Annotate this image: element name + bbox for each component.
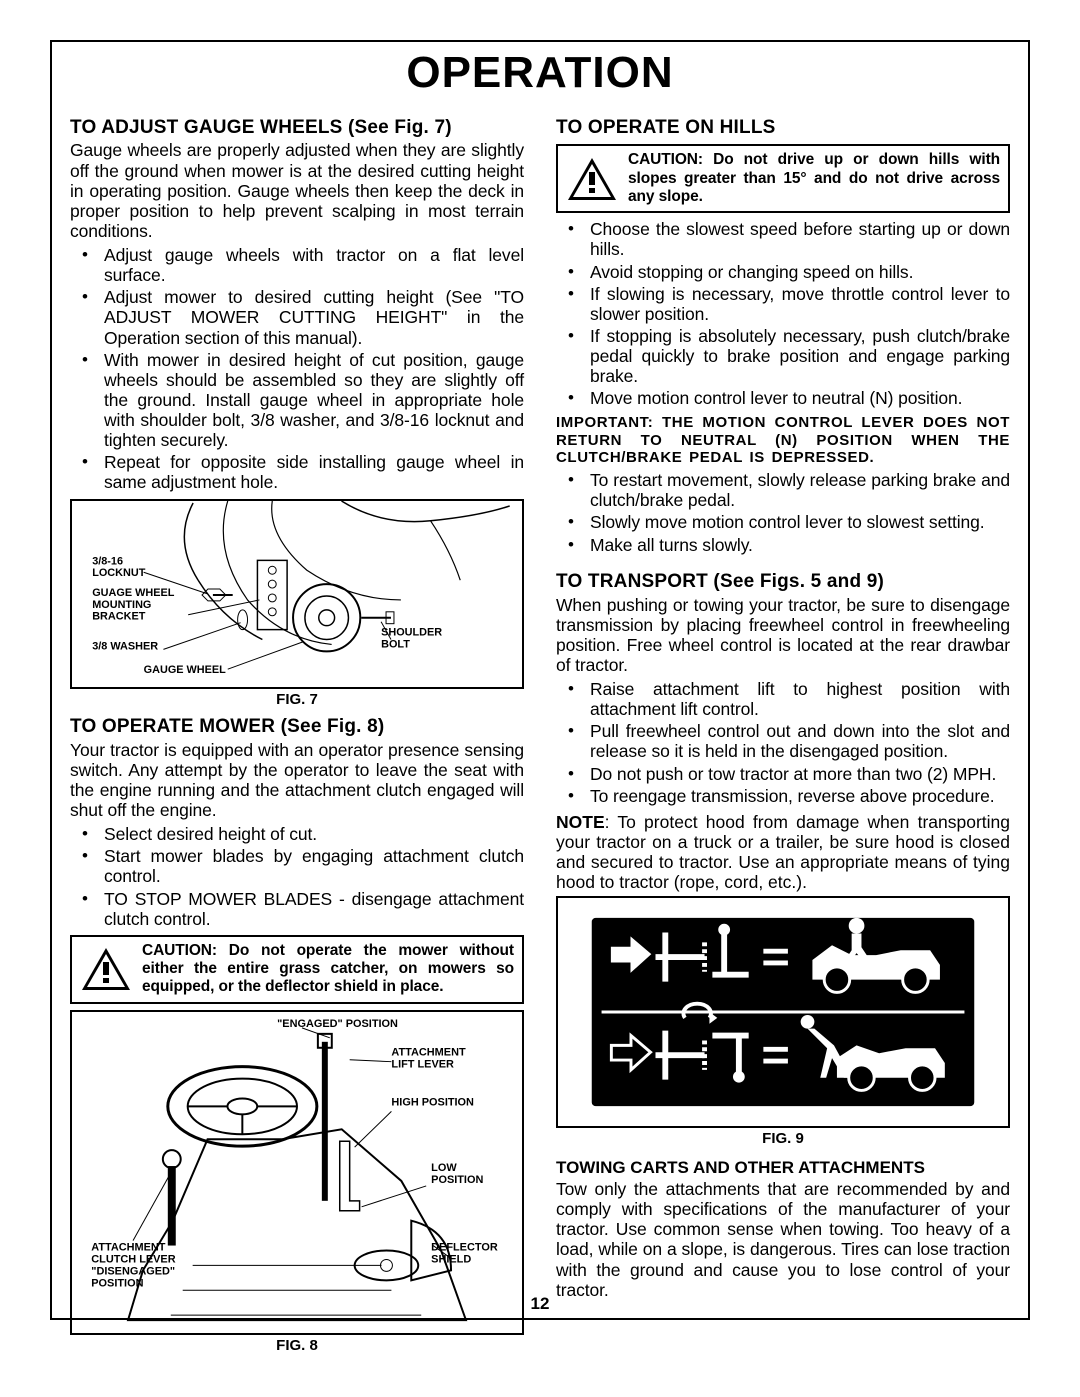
list-item: Repeat for opposite side installing gaug… xyxy=(70,452,524,492)
page-number: 12 xyxy=(531,1294,550,1314)
important-note: IMPORTANT: THE MOTION CONTROL LEVER DOES… xyxy=(556,414,1010,466)
page-frame: OPERATION TO ADJUST GAUGE WHEELS (See Fi… xyxy=(50,40,1030,1320)
sec-towing-title: TOWING CARTS AND OTHER ATTACHMENTS xyxy=(556,1158,1010,1178)
list-item: Select desired height of cut. xyxy=(70,824,524,844)
sec-adjust-gauge-title: TO ADJUST GAUGE WHEELS (See Fig. 7) xyxy=(70,117,524,139)
list-item: Start mower blades by engaging attachmen… xyxy=(70,846,524,886)
sec-hills-title: TO OPERATE ON HILLS xyxy=(556,117,1010,139)
list-item: Choose the slowest speed before starting… xyxy=(556,219,1010,259)
list-item: Move motion control lever to neutral (N)… xyxy=(556,388,1010,408)
list-item: Do not push or tow tractor at more than … xyxy=(556,764,1010,784)
caution-text: CAUTION: Do not operate the mower withou… xyxy=(142,942,514,997)
page-title: OPERATION xyxy=(70,48,1010,99)
list-item: To restart movement, slowly release park… xyxy=(556,470,1010,510)
sec-adjust-gauge-list: Adjust gauge wheels with tractor on a fl… xyxy=(70,245,524,493)
hills-list-b: To restart movement, slowly release park… xyxy=(556,470,1010,555)
list-item: Raise attachment lift to highest positio… xyxy=(556,679,1010,719)
sec-transport-intro: When pushing or towing your tractor, be … xyxy=(556,595,1010,676)
fig7-label-locknut: 3/8-16LOCKNUT xyxy=(92,555,146,579)
transport-list: Raise attachment lift to highest positio… xyxy=(556,679,1010,806)
figure-9 xyxy=(556,896,1010,1128)
columns: TO ADJUST GAUGE WHEELS (See Fig. 7) Gaug… xyxy=(70,109,1010,1354)
sec-operate-mower-intro: Your tractor is equipped with an operato… xyxy=(70,740,524,821)
list-item: Adjust gauge wheels with tractor on a fl… xyxy=(70,245,524,285)
list-item: Adjust mower to desired cutting height (… xyxy=(70,287,524,347)
warning-icon xyxy=(80,946,132,992)
list-item: TO STOP MOWER BLADES - disengage attachm… xyxy=(70,889,524,929)
warning-icon xyxy=(566,156,618,202)
list-item: To reengage transmission, reverse above … xyxy=(556,786,1010,806)
fig9-caption: FIG. 9 xyxy=(556,1130,1010,1147)
transport-note: NOTE: To protect hood from damage when t… xyxy=(556,812,1010,893)
svg-text:ATTACHMENTCLUTCH LEVER"DISENGA: ATTACHMENTCLUTCH LEVER"DISENGAGED"POSITI… xyxy=(91,1241,175,1289)
hills-list-a: Choose the slowest speed before starting… xyxy=(556,219,1010,408)
fig7-caption: FIG. 7 xyxy=(70,691,524,708)
list-item: Slowly move motion control lever to slow… xyxy=(556,512,1010,532)
figure-7: 3/8-16LOCKNUT GUAGE WHEELMOUNTINGBRACKET… xyxy=(70,499,524,689)
fig8-caption: FIG. 8 xyxy=(70,1337,524,1354)
list-item: Make all turns slowly. xyxy=(556,535,1010,555)
svg-text:HIGH POSITION: HIGH POSITION xyxy=(391,1096,474,1108)
sec-towing-body: Tow only the attachments that are recomm… xyxy=(556,1179,1010,1300)
svg-text:DEFLECTORSHIELD: DEFLECTORSHIELD xyxy=(431,1241,498,1265)
left-column: TO ADJUST GAUGE WHEELS (See Fig. 7) Gaug… xyxy=(70,109,524,1354)
list-item: If slowing is necessary, move throttle c… xyxy=(556,284,1010,324)
svg-text:SHOULDERBOLT: SHOULDERBOLT xyxy=(381,626,442,650)
caution-text: CAUTION: Do not drive up or down hills w… xyxy=(628,151,1000,206)
sec-operate-mower-list: Select desired height of cut. Start mowe… xyxy=(70,824,524,929)
svg-text:"ENGAGED" POSITION: "ENGAGED" POSITION xyxy=(277,1018,398,1030)
list-item: Avoid stopping or changing speed on hill… xyxy=(556,262,1010,282)
caution-hills: CAUTION: Do not drive up or down hills w… xyxy=(556,144,1010,213)
list-item: With mower in desired height of cut posi… xyxy=(70,350,524,451)
sec-operate-mower-title: TO OPERATE MOWER (See Fig. 8) xyxy=(70,716,524,738)
sec-transport-title: TO TRANSPORT (See Figs. 5 and 9) xyxy=(556,571,1010,593)
right-column: TO OPERATE ON HILLS CAUTION: Do not driv… xyxy=(556,109,1010,1354)
list-item: If stopping is absolutely necessary, pus… xyxy=(556,326,1010,386)
figure-8: "ENGAGED" POSITION ATTACHMENTLIFT LEVER … xyxy=(70,1010,524,1335)
svg-text:ATTACHMENTLIFT LEVER: ATTACHMENTLIFT LEVER xyxy=(391,1046,466,1070)
sec-adjust-gauge-intro: Gauge wheels are properly adjusted when … xyxy=(70,140,524,241)
list-item: Pull freewheel control out and down into… xyxy=(556,721,1010,761)
caution-mower: CAUTION: Do not operate the mower withou… xyxy=(70,935,524,1004)
svg-text:3/8 WASHER: 3/8 WASHER xyxy=(92,640,158,652)
svg-text:LOWPOSITION: LOWPOSITION xyxy=(431,1162,483,1186)
svg-text:GUAGE WHEELMOUNTINGBRACKET: GUAGE WHEELMOUNTINGBRACKET xyxy=(92,587,175,623)
svg-text:GAUGE WHEEL: GAUGE WHEEL xyxy=(144,664,227,676)
